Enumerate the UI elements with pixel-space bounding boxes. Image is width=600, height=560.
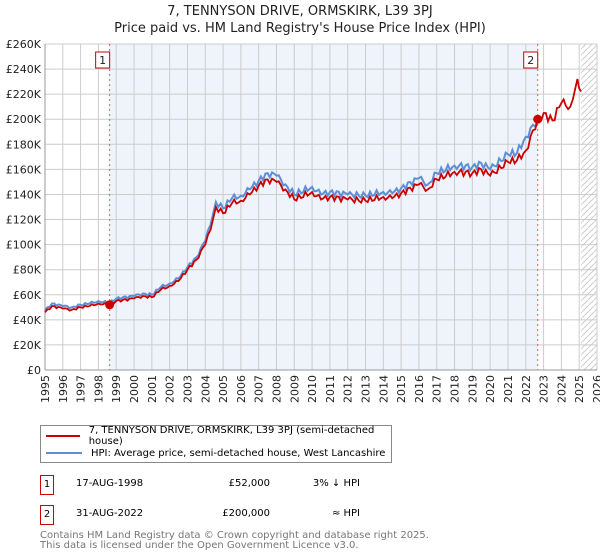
sale-hpi: ≈ HPI [331, 508, 360, 519]
sale-date: 31-AUG-2022 [76, 508, 144, 519]
y-tick-label: £20K [13, 339, 42, 352]
x-tick-label: 1997 [75, 375, 88, 403]
y-tick-label: £260K [6, 38, 42, 51]
hpi-line [44, 118, 539, 312]
x-tick-label: 2004 [199, 375, 212, 403]
footer-line: Contains HM Land Registry data © Crown c… [40, 530, 429, 541]
sale-price: £200,000 [222, 508, 270, 519]
x-tick-label: 2018 [449, 375, 462, 403]
y-tick-label: £80K [13, 264, 42, 277]
y-tick-label: £160K [6, 163, 42, 176]
sale-label: 1 [99, 54, 106, 67]
sale-label-box [523, 51, 539, 69]
footer-line: This data is licensed under the Open Gov… [40, 540, 359, 551]
chart-title: 7, TENNYSON DRIVE, ORMSKIRK, L39 3PJ [167, 4, 433, 19]
sale-label-box [95, 51, 111, 69]
table-row: 2 31-AUG-2022 £200,000 ≈ HPI [40, 505, 440, 525]
x-tick-label: 2026 [591, 375, 600, 403]
shaded-ownership-period [109, 44, 538, 370]
property-price-line [44, 78, 582, 313]
legend-swatch [46, 452, 82, 454]
chart-subtitle: Price paid vs. HM Land Registry's House … [114, 21, 486, 36]
legend-item-hpi: HPI: Average price, semi-detached house,… [46, 445, 385, 461]
x-tick-label: 1995 [39, 375, 52, 403]
x-tick-label: 2000 [128, 375, 141, 403]
y-tick-label: £140K [6, 188, 42, 201]
x-tick-label: 2009 [288, 375, 301, 403]
x-tick-label: 2019 [466, 375, 479, 403]
hatched-future-region [580, 44, 597, 370]
chart-plot: 1995 1996 1997 1998 1999 2000 2001 2002 2003 2004… [6, 38, 600, 403]
y-tick-label: £40K [13, 314, 42, 327]
y-tick-label: £60K [13, 289, 42, 302]
sale-label: 2 [527, 54, 534, 67]
x-tick-label: 2005 [217, 375, 230, 403]
x-tick-label: 2024 [555, 375, 568, 403]
x-tick-label: 2021 [502, 375, 515, 403]
legend: 7, TENNYSON DRIVE, ORMSKIRK, L39 3PJ (se… [40, 425, 392, 463]
sale-hpi: 3% ↓ HPI [312, 478, 360, 489]
x-tick-label: 2025 [573, 375, 586, 403]
x-tick-label: 2016 [413, 375, 426, 403]
x-tick-label: 2020 [484, 375, 497, 403]
x-tick-label: 2002 [164, 375, 177, 403]
y-tick-label: £240K [6, 63, 42, 76]
y-tick-label: £100K [6, 239, 42, 252]
x-tick-label: 2023 [538, 375, 551, 403]
sale-price: £52,000 [228, 478, 270, 489]
x-tick-label: 2017 [431, 375, 444, 403]
x-tick-label: 2015 [395, 375, 408, 403]
x-tick-label: 2003 [181, 375, 194, 403]
x-tick-label: 2022 [520, 375, 533, 403]
x-tick-label: 2014 [377, 375, 390, 403]
x-tick-label: 2006 [235, 375, 248, 403]
sale-badge: 1 [40, 475, 54, 495]
x-tick-label: 1999 [110, 375, 123, 403]
y-tick-label: £120K [6, 214, 42, 227]
y-tick-label: £200K [6, 113, 42, 126]
x-tick-label: 2012 [342, 375, 355, 403]
x-tick-label: 2008 [270, 375, 283, 403]
x-tick-label: 2011 [324, 375, 337, 403]
x-tick-label: 1996 [57, 375, 70, 403]
table-row: 1 17-AUG-1998 £52,000 3% ↓ HPI [40, 475, 440, 495]
x-tick-label: 2010 [306, 375, 319, 403]
legend-label: HPI: Average price, semi-detached house,… [91, 447, 386, 459]
y-tick-label: £220K [6, 88, 42, 101]
x-tick-label: 1998 [92, 375, 105, 403]
sale-point [533, 114, 543, 124]
footer: Contains HM Land Registry data © Crown c… [40, 531, 429, 551]
legend-item-property: 7, TENNYSON DRIVE, ORMSKIRK, L39 3PJ (se… [46, 425, 391, 447]
y-tick-label: £0 [27, 364, 41, 377]
sale-point [105, 300, 115, 310]
sale-date: 17-AUG-1998 [76, 478, 144, 489]
x-tick-label: 2001 [146, 375, 159, 403]
sale-badge: 2 [40, 505, 54, 525]
legend-swatch [46, 435, 80, 437]
x-tick-label: 2013 [360, 375, 373, 403]
y-tick-label: £180K [6, 138, 42, 151]
legend-label: 7, TENNYSON DRIVE, ORMSKIRK, L39 3PJ (se… [88, 425, 375, 447]
x-tick-label: 2007 [253, 375, 266, 403]
